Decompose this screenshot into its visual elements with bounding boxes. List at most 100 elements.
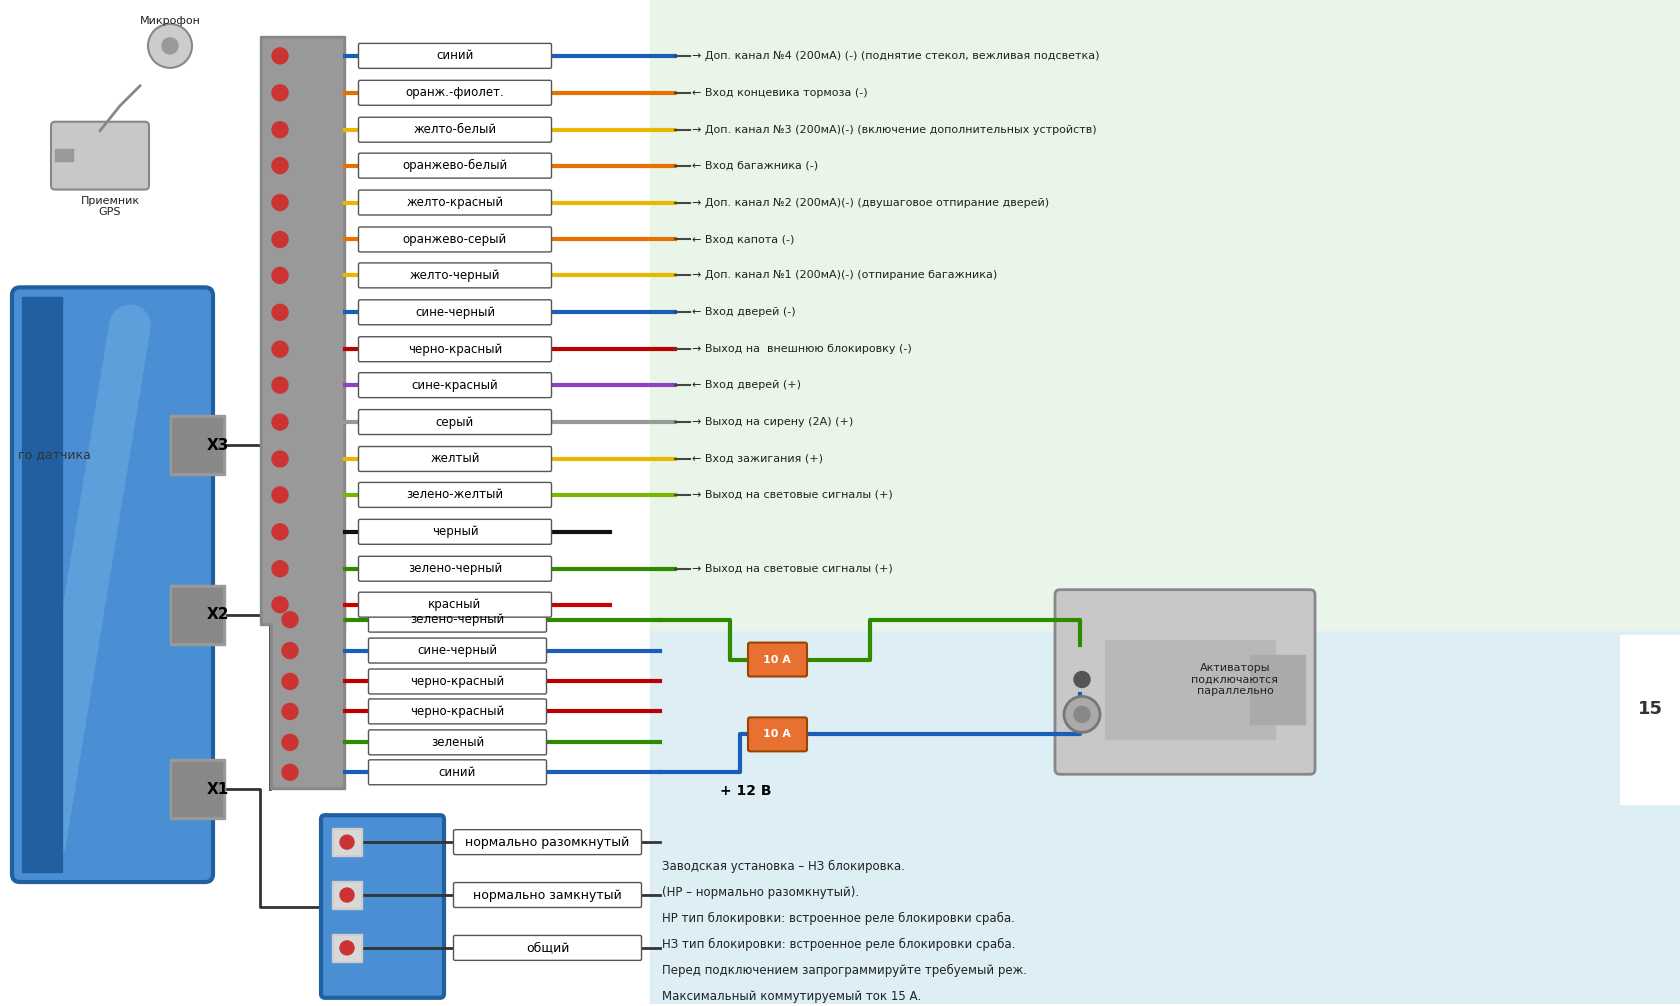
Text: НЗ тип блокировки: встроенное реле блокировки сраба.: НЗ тип блокировки: встроенное реле блоки… (662, 938, 1015, 951)
Text: оранж.-фиолет.: оранж.-фиолет. (405, 87, 504, 100)
Text: 10 А: 10 А (763, 655, 791, 665)
Circle shape (272, 268, 287, 284)
Bar (170, 584, 225, 645)
Circle shape (272, 597, 287, 613)
Text: зеленый: зеленый (430, 735, 484, 748)
Text: сине-черный: сине-черный (417, 644, 497, 657)
Circle shape (272, 231, 287, 247)
Text: го датчика: го датчика (18, 449, 91, 462)
Bar (170, 760, 225, 819)
Text: 10 А: 10 А (763, 729, 791, 739)
Bar (270, 605, 344, 790)
FancyBboxPatch shape (321, 815, 444, 998)
FancyBboxPatch shape (748, 643, 806, 676)
Text: черный: черный (432, 525, 479, 538)
Circle shape (272, 305, 287, 320)
Text: зелено-черный: зелено-черный (408, 562, 502, 575)
FancyBboxPatch shape (358, 372, 551, 397)
Text: оранжево-серый: оранжево-серый (403, 233, 507, 246)
Circle shape (1074, 706, 1089, 722)
Bar (260, 36, 344, 625)
Bar (334, 883, 360, 907)
Text: 15: 15 (1636, 700, 1662, 718)
Text: (НР – нормально разомкнутый).: (НР – нормально разомкнутый). (662, 886, 858, 899)
Circle shape (339, 888, 354, 902)
Text: Максимальный коммутируемый ток 15 А.: Максимальный коммутируемый ток 15 А. (662, 990, 921, 1003)
Text: серый: серый (435, 415, 474, 429)
Text: → Доп. канал №2 (200мА)(-) (двушаговое отпирание дверей): → Доп. канал №2 (200мА)(-) (двушаговое о… (692, 197, 1048, 207)
Text: Заводская установка – НЗ блокировка.: Заводская установка – НЗ блокировка. (662, 860, 904, 873)
FancyBboxPatch shape (358, 593, 551, 617)
Text: + 12 В: + 12 В (719, 785, 771, 799)
Text: желто-белый: желто-белый (413, 123, 496, 136)
Circle shape (1074, 672, 1089, 687)
FancyBboxPatch shape (358, 447, 551, 472)
Circle shape (272, 487, 287, 503)
Circle shape (282, 643, 297, 659)
Text: синий: синий (437, 49, 474, 62)
Bar (333, 828, 361, 856)
Text: → Выход на сирену (2А) (+): → Выход на сирену (2А) (+) (692, 417, 853, 428)
Bar (171, 418, 222, 472)
FancyBboxPatch shape (368, 699, 546, 724)
Bar (1620, 635, 1680, 804)
Circle shape (272, 341, 287, 357)
Circle shape (272, 194, 287, 210)
Text: Микрофон: Микрофон (139, 16, 200, 26)
Text: Активаторы
подключаются
параллельно: Активаторы подключаются параллельно (1191, 663, 1278, 696)
Text: сине-черный: сине-черный (415, 306, 496, 319)
Circle shape (272, 414, 287, 430)
Circle shape (272, 85, 287, 101)
FancyBboxPatch shape (358, 263, 551, 288)
FancyBboxPatch shape (1055, 590, 1314, 775)
Text: желтый: желтый (430, 453, 479, 466)
Circle shape (272, 48, 287, 63)
Bar (650, 0, 1680, 630)
Circle shape (272, 158, 287, 174)
Bar (1250, 655, 1304, 724)
Bar (1104, 640, 1273, 739)
Circle shape (1063, 696, 1099, 732)
Bar (650, 630, 1680, 799)
Circle shape (148, 24, 192, 67)
FancyBboxPatch shape (368, 638, 546, 663)
FancyBboxPatch shape (358, 483, 551, 507)
Text: общий: общий (526, 942, 570, 955)
Text: желто-черный: желто-черный (410, 269, 501, 282)
Text: X3: X3 (207, 438, 228, 453)
Text: НР тип блокировки: встроенное реле блокировки сраба.: НР тип блокировки: встроенное реле блоки… (662, 912, 1015, 926)
Circle shape (282, 703, 297, 719)
FancyBboxPatch shape (368, 730, 546, 754)
Text: → Выход на световые сигналы (+): → Выход на световые сигналы (+) (692, 490, 892, 500)
FancyBboxPatch shape (358, 80, 551, 106)
Circle shape (272, 122, 287, 138)
Bar (22, 298, 62, 872)
Text: зелено-желтый: зелено-желтый (407, 488, 504, 501)
Bar (171, 763, 222, 816)
Text: красный: красный (428, 599, 482, 612)
Circle shape (272, 524, 287, 540)
FancyBboxPatch shape (358, 227, 551, 252)
Bar (170, 415, 225, 475)
FancyBboxPatch shape (454, 830, 642, 855)
Bar (272, 608, 341, 787)
Circle shape (282, 612, 297, 628)
Bar (334, 936, 360, 960)
FancyBboxPatch shape (12, 288, 213, 882)
Circle shape (282, 765, 297, 781)
FancyBboxPatch shape (358, 409, 551, 435)
Circle shape (272, 560, 287, 576)
Text: X1: X1 (207, 782, 228, 797)
Bar (55, 149, 72, 161)
FancyBboxPatch shape (50, 122, 150, 189)
Text: оранжево-белый: оранжево-белый (402, 159, 507, 172)
Text: черно-красный: черно-красный (410, 705, 504, 718)
Text: ← Вход капота (-): ← Вход капота (-) (692, 234, 795, 244)
Text: ← Вход зажигания (+): ← Вход зажигания (+) (692, 454, 823, 464)
Text: → Доп. канал №4 (200мА) (-) (поднятие стекол, вежливая подсветка): → Доп. канал №4 (200мА) (-) (поднятие ст… (692, 51, 1099, 61)
FancyBboxPatch shape (368, 669, 546, 694)
FancyBboxPatch shape (358, 190, 551, 215)
FancyBboxPatch shape (358, 519, 551, 544)
FancyBboxPatch shape (358, 556, 551, 581)
FancyBboxPatch shape (358, 153, 551, 178)
